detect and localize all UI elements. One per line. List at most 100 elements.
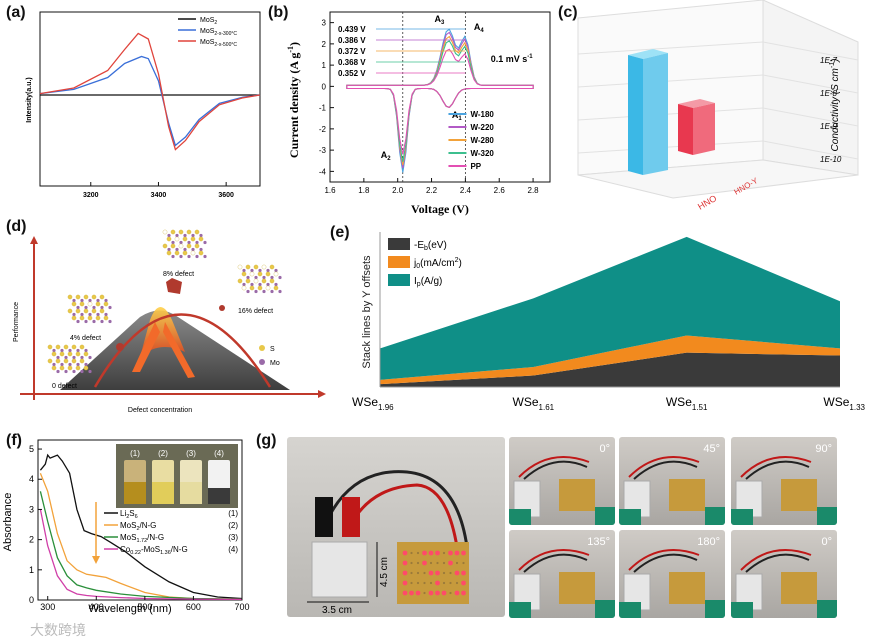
y-axis-label: Current density (A g-1): [286, 42, 301, 158]
y-tick-label: 3: [29, 504, 34, 514]
led: [449, 571, 452, 575]
led: [454, 550, 460, 556]
x-tick-label: WSe1.96: [352, 395, 394, 412]
led: [428, 590, 434, 596]
x-tick-label: 2.6: [494, 186, 506, 195]
chart-c: 1E-71E-81E-91E-10 Conductivity (S cm-1) …: [577, 0, 859, 212]
lattice-structure: [237, 264, 282, 294]
z-tick-label: 1E-8: [820, 89, 837, 98]
x-tick-label: WSe1.61: [513, 395, 555, 412]
legend-s: S: [270, 346, 275, 353]
y-tick-label: -1: [319, 104, 327, 113]
series-line-1: [346, 31, 534, 169]
chart-a: 3200 3400 3600 Intensity(a.u.) MoS2 MoS2-x-…: [26, 11, 261, 199]
angle-label: 180°: [697, 536, 720, 548]
led: [416, 581, 420, 585]
plot-frame: [39, 11, 261, 187]
led: [462, 561, 465, 565]
y-tick-label: -3: [319, 146, 327, 155]
led: [402, 550, 408, 556]
annotation-a1: A1: [452, 110, 463, 122]
legend-entry: MoS2/N-G: [120, 521, 156, 532]
panel-label-e: (e): [330, 224, 350, 241]
panel-label-b: (b): [268, 4, 289, 21]
led: [428, 570, 434, 576]
led: [402, 570, 408, 576]
led: [442, 551, 446, 555]
y-tick-label: 1: [29, 565, 34, 575]
x-axis-label: Wavelength (nm): [88, 603, 171, 615]
bar-hno-y: [678, 99, 715, 155]
led: [429, 561, 433, 565]
vial-label: (2): [158, 449, 168, 458]
led: [449, 591, 452, 595]
photo-bend-1: 45°: [619, 437, 725, 525]
y-axis-label: Absorbance: [2, 493, 14, 552]
led: [402, 580, 408, 586]
watermark: 大数跨境: [30, 622, 86, 638]
x-tick-label: 700: [234, 602, 249, 612]
led: [442, 571, 446, 575]
lattice-structure: [162, 229, 207, 259]
y-tick-label: 3: [322, 19, 327, 28]
led: [435, 550, 440, 556]
panel-label-d: (d): [6, 218, 27, 235]
led: [402, 590, 408, 596]
vial-label: (3): [186, 449, 196, 458]
x-tick-label: WSe1.33: [823, 395, 865, 412]
led: [461, 590, 466, 596]
photo-bend-2: 90°: [731, 437, 837, 525]
x-axis-label: Voltage (V): [411, 202, 469, 216]
x-tick-label: 2.8: [528, 186, 540, 195]
chart-f: 300 400 500 600 700 0 1 2 3 4 5 (1) (2) (3) (4) Li2S6…: [2, 439, 250, 615]
legend-entry: j0(mA/cm2): [413, 257, 462, 270]
annotation-a3: A3: [434, 14, 445, 26]
legend-entry: Ip(A/g): [414, 276, 442, 288]
led: [461, 570, 466, 576]
panel-label-a: (a): [6, 4, 26, 21]
led: [410, 571, 413, 575]
x-tick-label: 2.2: [426, 186, 438, 195]
defect-label-0: 0 defect: [52, 383, 77, 390]
led: [454, 570, 460, 576]
panel-label-g: (g): [256, 432, 277, 449]
y-tick-label: 5: [29, 444, 34, 454]
x-tick-label: 2.4: [460, 186, 472, 195]
defect-label-4: 4% defect: [70, 335, 101, 342]
y-axis-label: Stack lines by Y offsets: [361, 255, 373, 369]
legend-number: (1): [228, 509, 238, 518]
angle-label: 0°: [599, 443, 610, 455]
series-line-3: [39, 509, 243, 601]
series-line-4: [346, 48, 534, 155]
legend-number: (3): [228, 533, 238, 542]
legend-entry: W-180: [470, 110, 494, 119]
legend-entry: MoS1.72/N-G: [120, 533, 164, 544]
led: [461, 580, 466, 586]
angle-label: 45°: [703, 443, 720, 455]
led: [429, 581, 433, 585]
led: [410, 581, 413, 585]
panel-label-c: (c): [558, 4, 578, 21]
legend-entry: W-320: [470, 149, 494, 158]
angle-label: 0°: [821, 536, 832, 548]
lattice-structure: [67, 294, 112, 324]
led: [442, 561, 446, 565]
led: [415, 590, 421, 596]
led: [448, 550, 453, 556]
area-2: [380, 236, 840, 380]
led: [416, 571, 420, 575]
legend-number: (2): [228, 521, 238, 530]
x-tick-label: 600: [186, 602, 201, 612]
plot-frame: [329, 11, 551, 183]
y-tick-label: 1: [322, 61, 327, 70]
led: [410, 561, 413, 565]
x-tick-label: 2.0: [392, 186, 404, 195]
led: [422, 560, 427, 566]
led: [416, 561, 420, 565]
led: [449, 581, 452, 585]
angle-label: 90°: [815, 443, 832, 455]
vial-label: (1): [130, 449, 140, 458]
led: [423, 581, 426, 585]
led: [448, 560, 453, 566]
height-label: 4.5 cm: [379, 557, 390, 587]
